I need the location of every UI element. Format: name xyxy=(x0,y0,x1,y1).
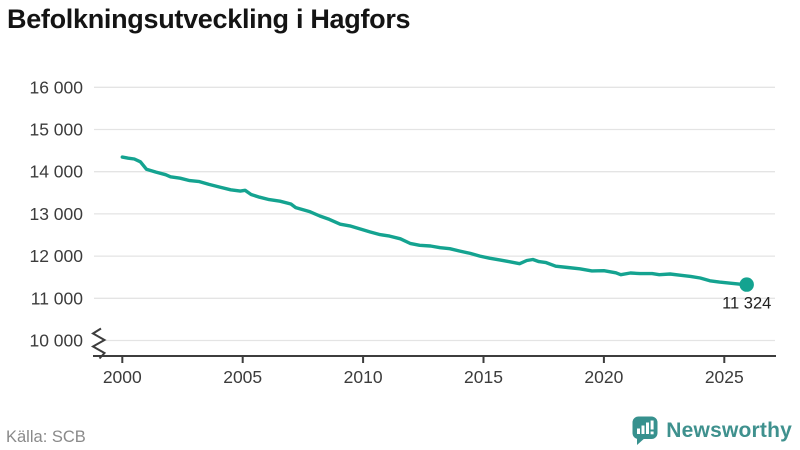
end-value-label: 11 324 xyxy=(722,295,771,313)
x-tick-label: 2025 xyxy=(705,367,744,387)
newsworthy-logo: Newsworthy xyxy=(632,416,792,446)
y-tick-label: 14 000 xyxy=(29,162,83,182)
x-tick-label: 2005 xyxy=(223,367,262,387)
y-tick-label: 12 000 xyxy=(29,246,83,266)
x-tick-label: 2010 xyxy=(344,367,383,387)
y-axis-labels: 10 000 11 000 12 000 13 000 14 000 15 000 16 0… xyxy=(29,77,83,350)
source-attribution: Källa: SCB xyxy=(6,428,86,446)
x-tick-label: 2020 xyxy=(584,367,623,387)
y-axis-break-icon xyxy=(90,327,107,360)
newsworthy-wordmark: Newsworthy xyxy=(666,419,792,442)
y-gridlines xyxy=(94,86,775,342)
x-tick-label: 2000 xyxy=(103,367,142,387)
x-axis-labels: 2000 2005 2010 2015 2020 2025 xyxy=(103,367,744,387)
y-tick-label: 13 000 xyxy=(29,204,83,224)
bar-chart-speech-bubble-icon xyxy=(632,416,658,445)
y-tick-label: 15 000 xyxy=(29,120,83,140)
x-tick-label: 2015 xyxy=(464,367,503,387)
x-axis-ticks xyxy=(121,356,726,363)
population-line-chart: 10 000 11 000 12 000 13 000 14 000 15 000 16 0… xyxy=(29,77,776,387)
y-tick-label: 11 000 xyxy=(31,288,83,308)
page-title: Befolkningsutveckling i Hagfors xyxy=(7,4,411,34)
y-tick-label: 10 000 xyxy=(29,331,83,351)
y-tick-label: 16 000 xyxy=(29,77,83,97)
population-data-line xyxy=(120,155,749,287)
last-data-point-marker xyxy=(739,277,754,292)
